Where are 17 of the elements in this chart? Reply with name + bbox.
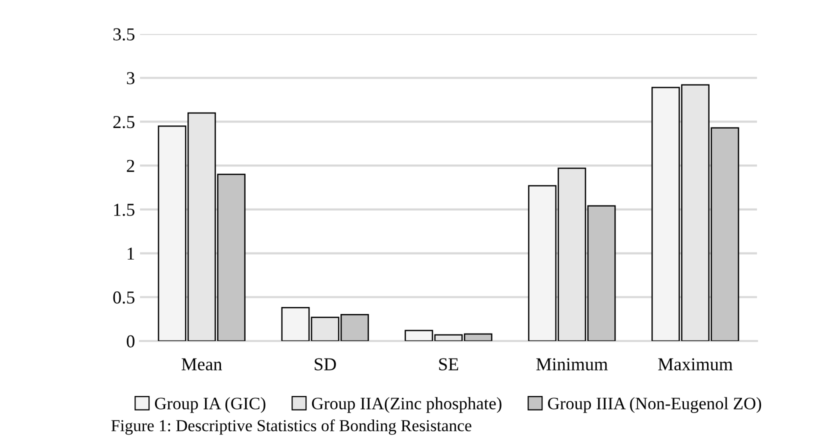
caption: Figure 1: Descriptive Statistics of Bonding Resistance <box>111 419 472 435</box>
y-tick-label: 2 <box>126 160 134 172</box>
legend-label: Group IIA(Zinc phosphate) <box>312 397 502 413</box>
y-tick-label: 3 <box>126 72 134 84</box>
x-tick-label: SD <box>314 358 336 370</box>
y-tick-label: 1.5 <box>114 204 134 216</box>
x-tick-label: SE <box>439 358 458 370</box>
x-tick-label: Minimum <box>536 358 608 370</box>
legend-label: Group IA (GIC) <box>154 397 266 413</box>
legend-label: Group IIIA (Non-Eugenol ZO) <box>548 397 762 413</box>
y-tick-label: 1 <box>128 248 134 260</box>
x-tick-label: Maximum <box>658 358 733 370</box>
y-tick-label: 0.5 <box>113 291 134 304</box>
y-tick-label: 3.5 <box>113 28 134 41</box>
y-tick-label: 0 <box>126 335 134 348</box>
x-tick-label: Mean <box>182 358 222 370</box>
y-tick-label: 2.5 <box>113 116 134 128</box>
